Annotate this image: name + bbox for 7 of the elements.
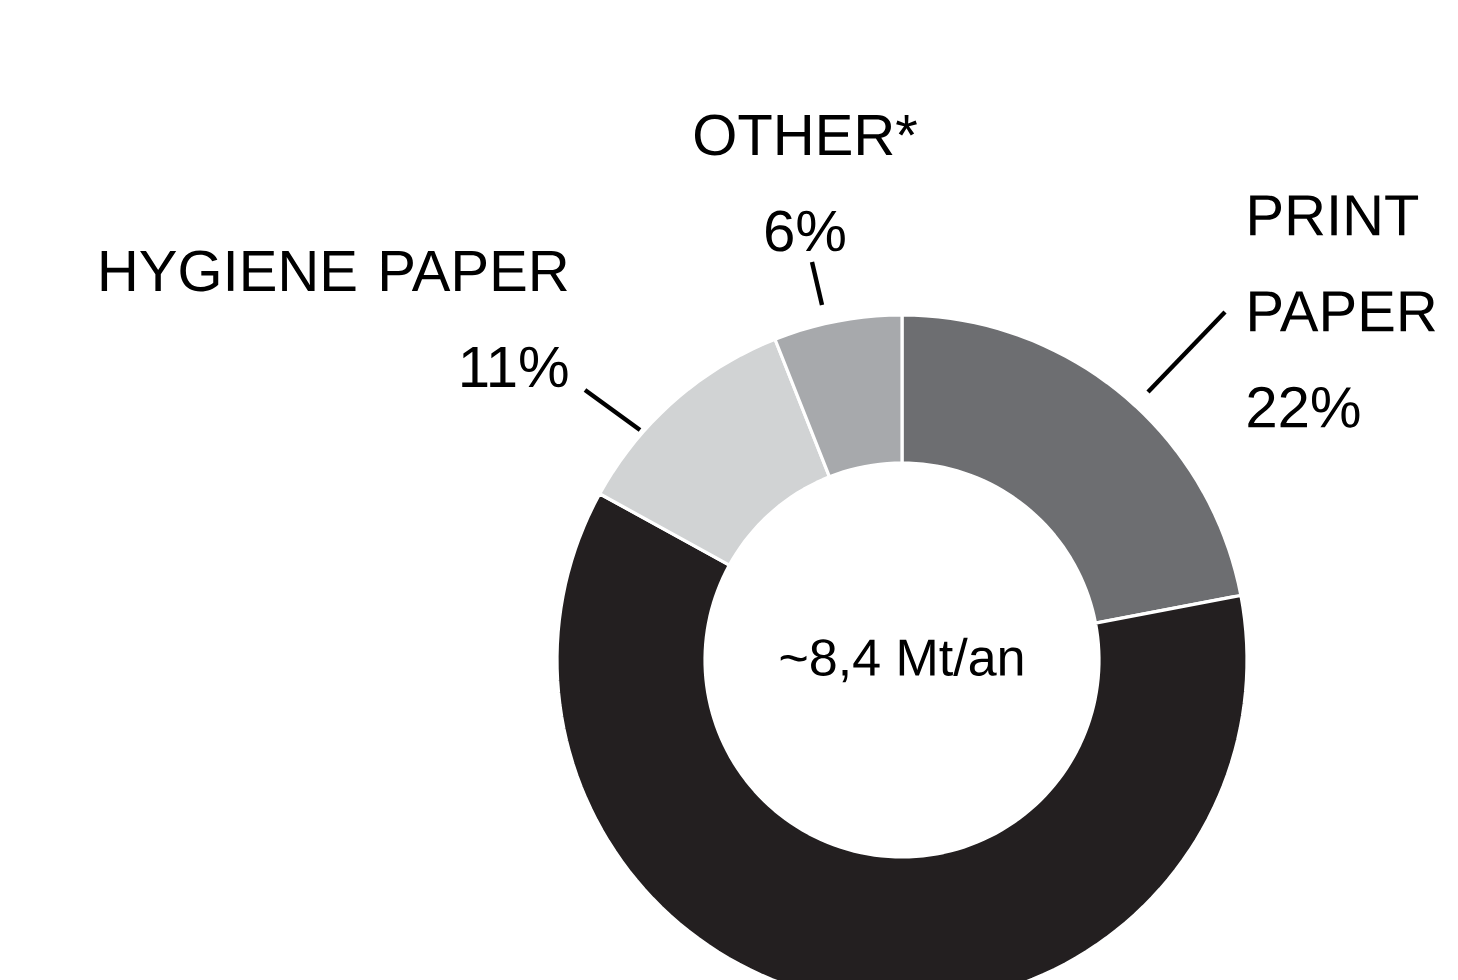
data-label: 11% <box>462 346 568 388</box>
slice-label: OTHER* <box>694 114 917 156</box>
text: ~8,4 Mt/an <box>780 637 1023 683</box>
data-label: 22% <box>1248 386 1360 428</box>
slice-label: HYGIENE PAPER <box>101 250 567 292</box>
data-label: 6% <box>766 210 845 252</box>
slice-label: PRINT PAPER <box>1250 195 1436 332</box>
